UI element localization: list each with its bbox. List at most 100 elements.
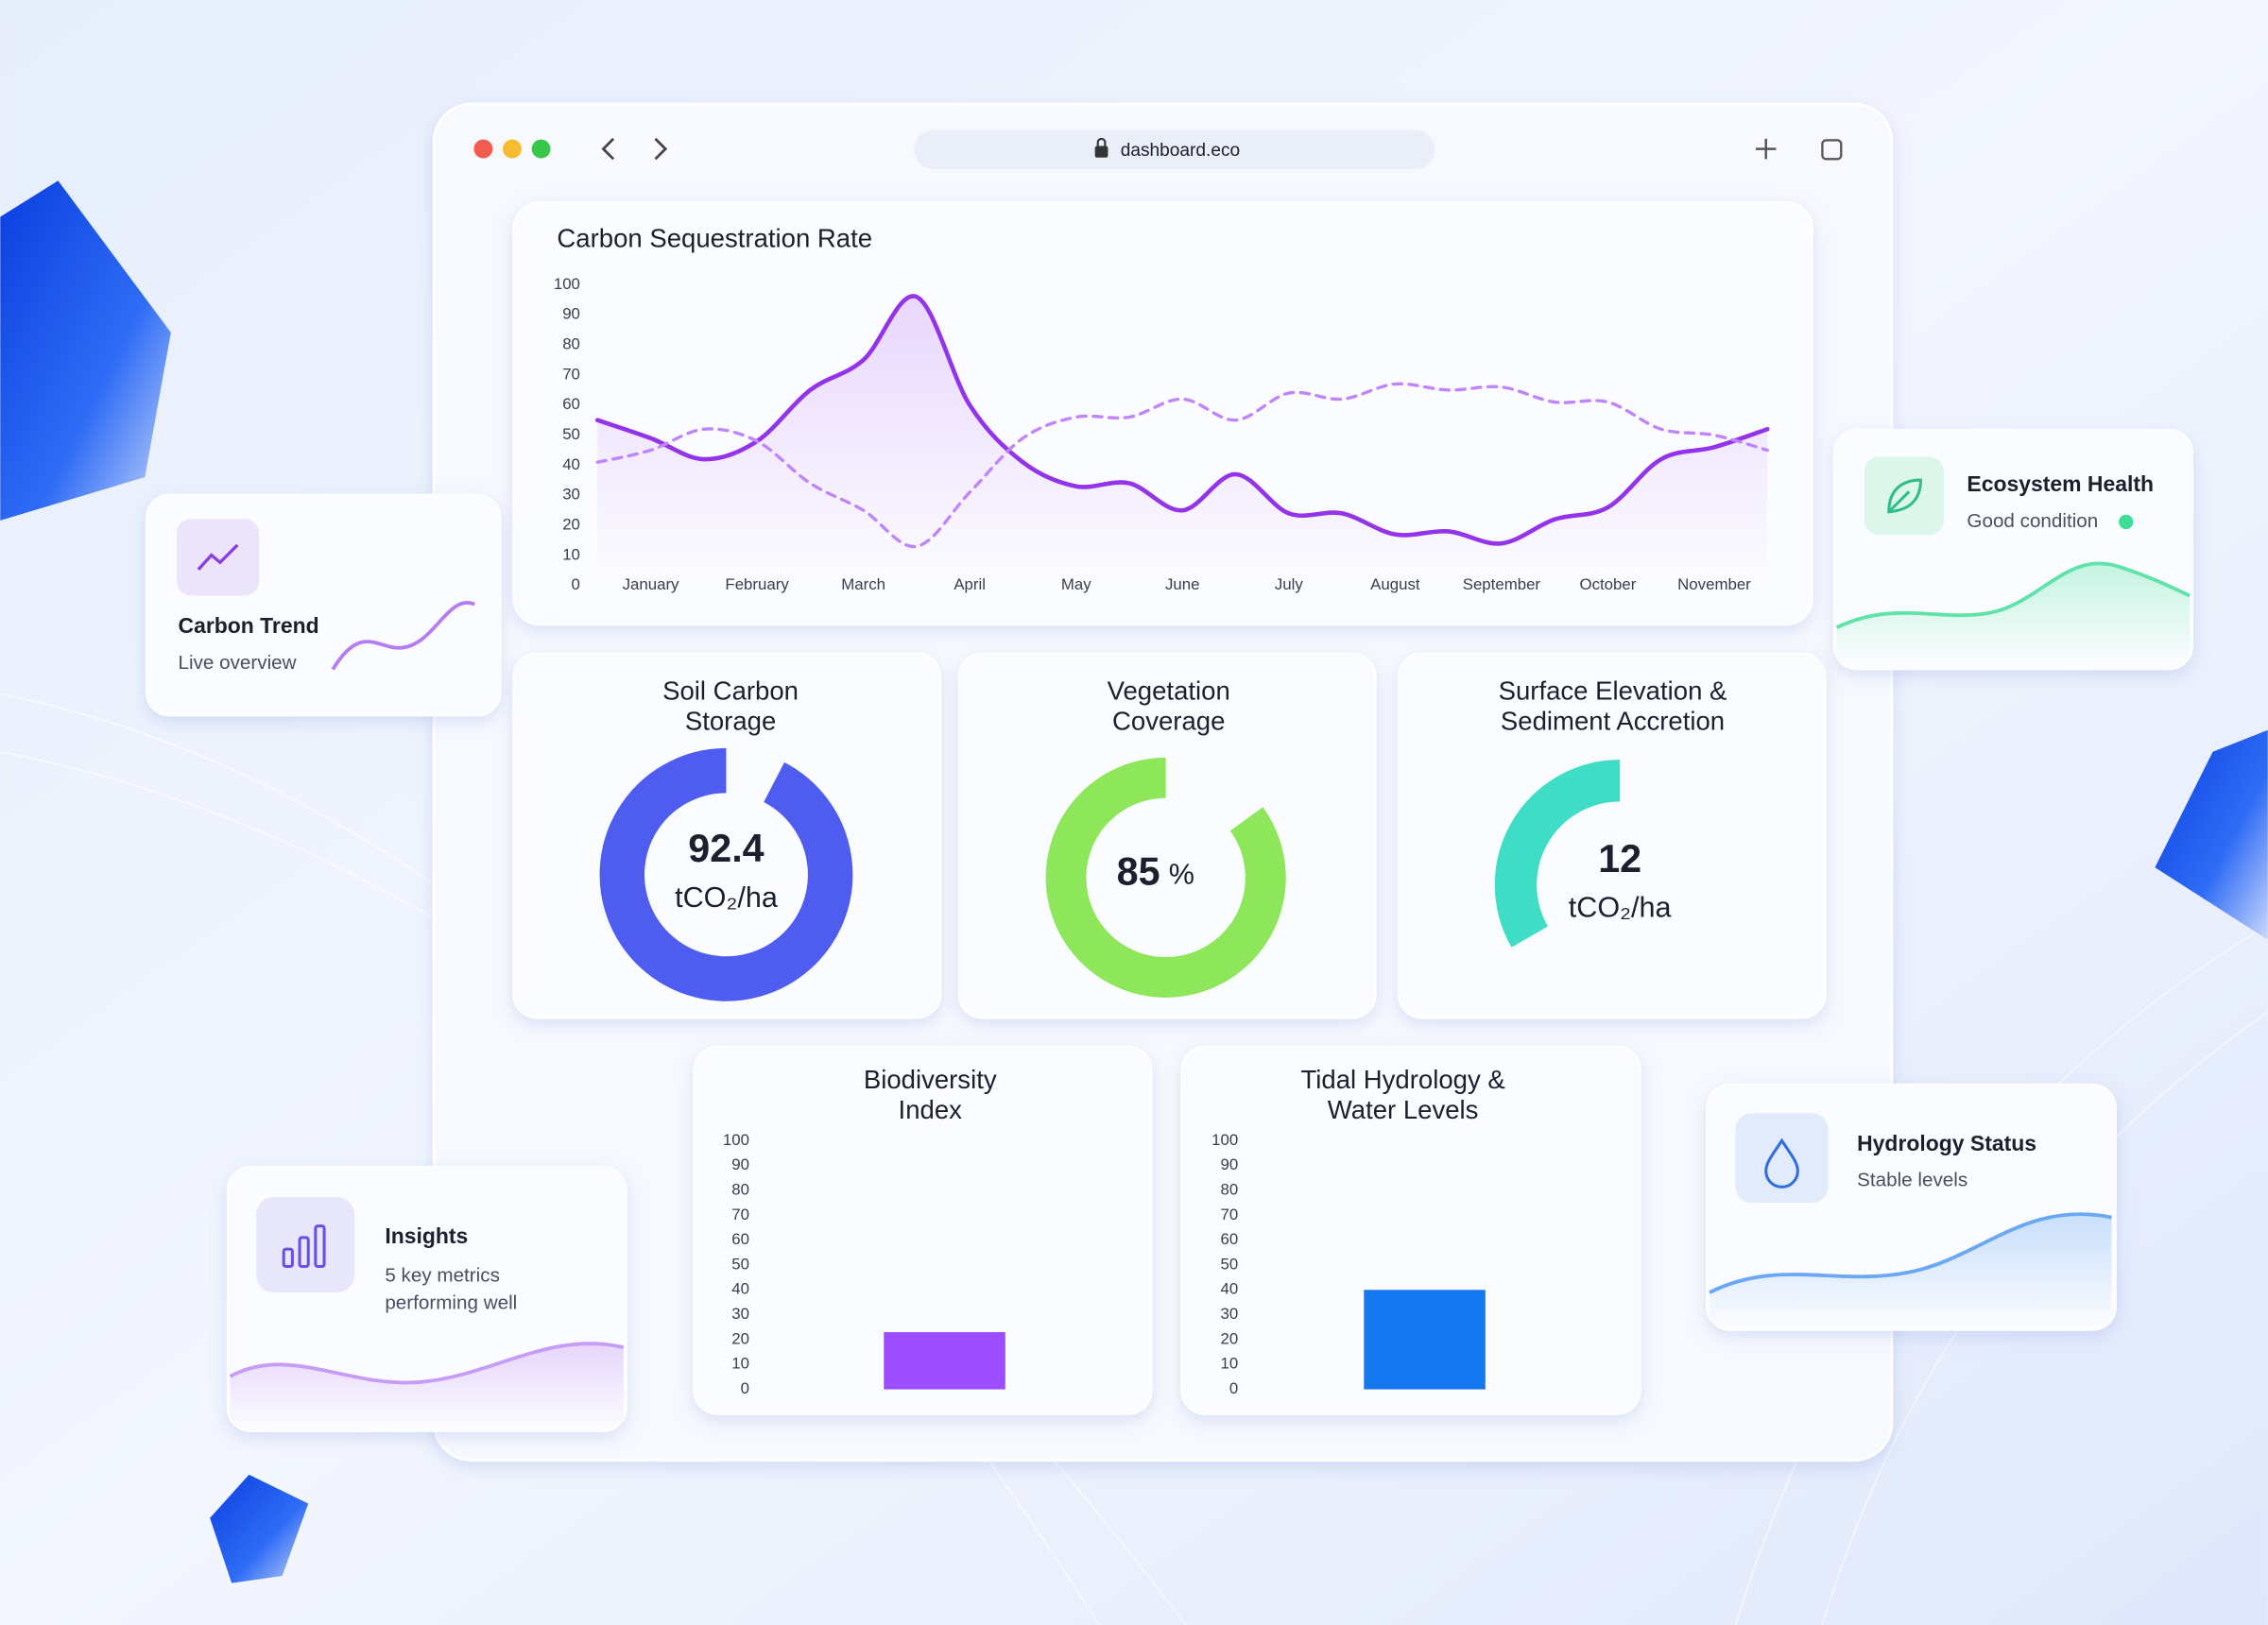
- tabs-button[interactable]: [1821, 139, 1843, 161]
- leaf-icon: [1887, 478, 1922, 514]
- window-close[interactable]: [473, 139, 493, 159]
- y-tick-label: 90: [562, 305, 580, 323]
- y-tick-label: 100: [723, 1131, 749, 1149]
- y-tick-label: 30: [1220, 1305, 1238, 1323]
- new-tab[interactable]: [1756, 138, 1777, 160]
- y-tick-label: 50: [562, 425, 580, 443]
- address-bar[interactable]: [914, 129, 1435, 170]
- card-subtitle: Live overview: [179, 652, 297, 674]
- y-tick-label: 20: [731, 1329, 749, 1347]
- sparkline: [229, 1342, 625, 1385]
- trend-icon: [197, 543, 239, 572]
- y-tick-label: 90: [1220, 1155, 1238, 1173]
- chart-title: Index: [899, 1095, 963, 1124]
- card-subtitle: performing well: [385, 1292, 517, 1314]
- y-tick-label: 70: [562, 365, 580, 383]
- forward-button[interactable]: [654, 137, 668, 161]
- y-tick-label: 30: [731, 1305, 749, 1323]
- sparkline-area: [1836, 563, 2191, 665]
- y-tick-label: 60: [1220, 1230, 1238, 1248]
- icon-box: [256, 1197, 355, 1293]
- y-tick-label: 0: [1229, 1379, 1238, 1397]
- y-tick-label: 10: [562, 545, 580, 563]
- card-subtitle: Stable levels: [1857, 1170, 1967, 1191]
- window-maximize[interactable]: [531, 139, 551, 159]
- window-minimize[interactable]: [503, 139, 522, 159]
- line-area: [597, 296, 1768, 586]
- gauge-value: 92.4: [688, 827, 764, 870]
- chart-title: Water Levels: [1328, 1095, 1479, 1124]
- card-hydrology[interactable]: Hydrology Status Stable levels: [1706, 1083, 2117, 1331]
- y-tick-label: 80: [562, 335, 580, 353]
- card-title: Hydrology Status: [1857, 1131, 2036, 1155]
- gauge-unit: tCO₂/ha: [1569, 892, 1673, 924]
- gauge-arc: [599, 747, 853, 1001]
- y-tick-label: 80: [1220, 1180, 1238, 1198]
- y-tick-label: 50: [1220, 1255, 1238, 1273]
- card-carbon-trend[interactable]: Carbon Trend Live overview: [146, 493, 502, 717]
- y-tick-label: 10: [1220, 1355, 1238, 1373]
- icon-box: [176, 519, 260, 596]
- bar: [884, 1332, 1005, 1390]
- gauge-value: 12: [1598, 837, 1641, 881]
- y-tick-label: 100: [1211, 1131, 1238, 1149]
- y-tick-label: 60: [731, 1230, 749, 1248]
- sparkline: [331, 601, 475, 671]
- y-tick-label: 100: [554, 275, 580, 293]
- y-tick-label: 10: [731, 1355, 749, 1373]
- y-tick-label: 20: [1220, 1329, 1238, 1347]
- gauge-arc: [1045, 757, 1286, 998]
- icon-box: [1735, 1113, 1829, 1204]
- chart-title: Biodiversity: [864, 1065, 997, 1094]
- y-tick-label: 70: [731, 1206, 749, 1223]
- back-button[interactable]: [601, 137, 615, 161]
- gauge-value: 85: [1117, 850, 1160, 894]
- line: [594, 294, 1770, 546]
- y-tick-label: 70: [1220, 1206, 1238, 1223]
- y-tick-label: 60: [562, 395, 580, 413]
- status-dot: [2119, 514, 2134, 530]
- chart-title: Storage: [685, 706, 776, 735]
- card-title: Ecosystem Health: [1967, 471, 2154, 496]
- gauge-arc: [1494, 760, 1621, 948]
- y-tick-label: 40: [562, 455, 580, 473]
- cube: [210, 1474, 309, 1583]
- chart-title: Sediment Accretion: [1501, 706, 1725, 735]
- cube: [0, 180, 171, 521]
- y-tick-label: 40: [1220, 1280, 1238, 1298]
- y-tick-label: 0: [572, 575, 580, 593]
- bars-icon: [282, 1224, 326, 1269]
- card-ecosystem[interactable]: Ecosystem Health Good condition: [1832, 428, 2193, 671]
- gauge-unit: tCO₂/ha: [675, 881, 779, 914]
- card-subtitle: 5 key metrics: [385, 1265, 500, 1287]
- y-tick-label: 90: [731, 1155, 749, 1173]
- line: [595, 382, 1769, 549]
- sparkline-area: [1710, 1214, 2112, 1327]
- y-tick-label: 30: [562, 486, 580, 504]
- chart-title: Tidal Hydrology &: [1300, 1065, 1504, 1094]
- card-insights[interactable]: Insights 5 key metrics performing well: [226, 1166, 627, 1432]
- url: dashboard.eco: [1121, 141, 1240, 161]
- lock-icon: [1094, 145, 1108, 158]
- chart-title: Soil Carbon: [662, 676, 799, 705]
- sparkline: [1709, 1212, 2112, 1294]
- chart-title: Surface Elevation &: [1499, 676, 1727, 705]
- y-tick-label: 20: [562, 516, 580, 534]
- chart-title: Carbon Sequestration Rate: [557, 223, 872, 252]
- y-tick-label: 0: [741, 1379, 749, 1397]
- gauge-unit: %: [1169, 858, 1194, 890]
- sparkline: [1835, 561, 2191, 629]
- y-tick-label: 40: [731, 1280, 749, 1298]
- lock-icon: [1096, 137, 1107, 146]
- bar: [1364, 1290, 1486, 1390]
- sparkline-area: [230, 1343, 624, 1428]
- y-tick-label: 80: [731, 1180, 749, 1198]
- panel: [1180, 1045, 1641, 1415]
- card-title: Carbon Trend: [179, 613, 319, 638]
- drop-icon: [1764, 1138, 1799, 1189]
- y-tick-label: 50: [731, 1255, 749, 1273]
- panel: [693, 1045, 1153, 1415]
- card-subtitle: Good condition: [1967, 510, 2098, 532]
